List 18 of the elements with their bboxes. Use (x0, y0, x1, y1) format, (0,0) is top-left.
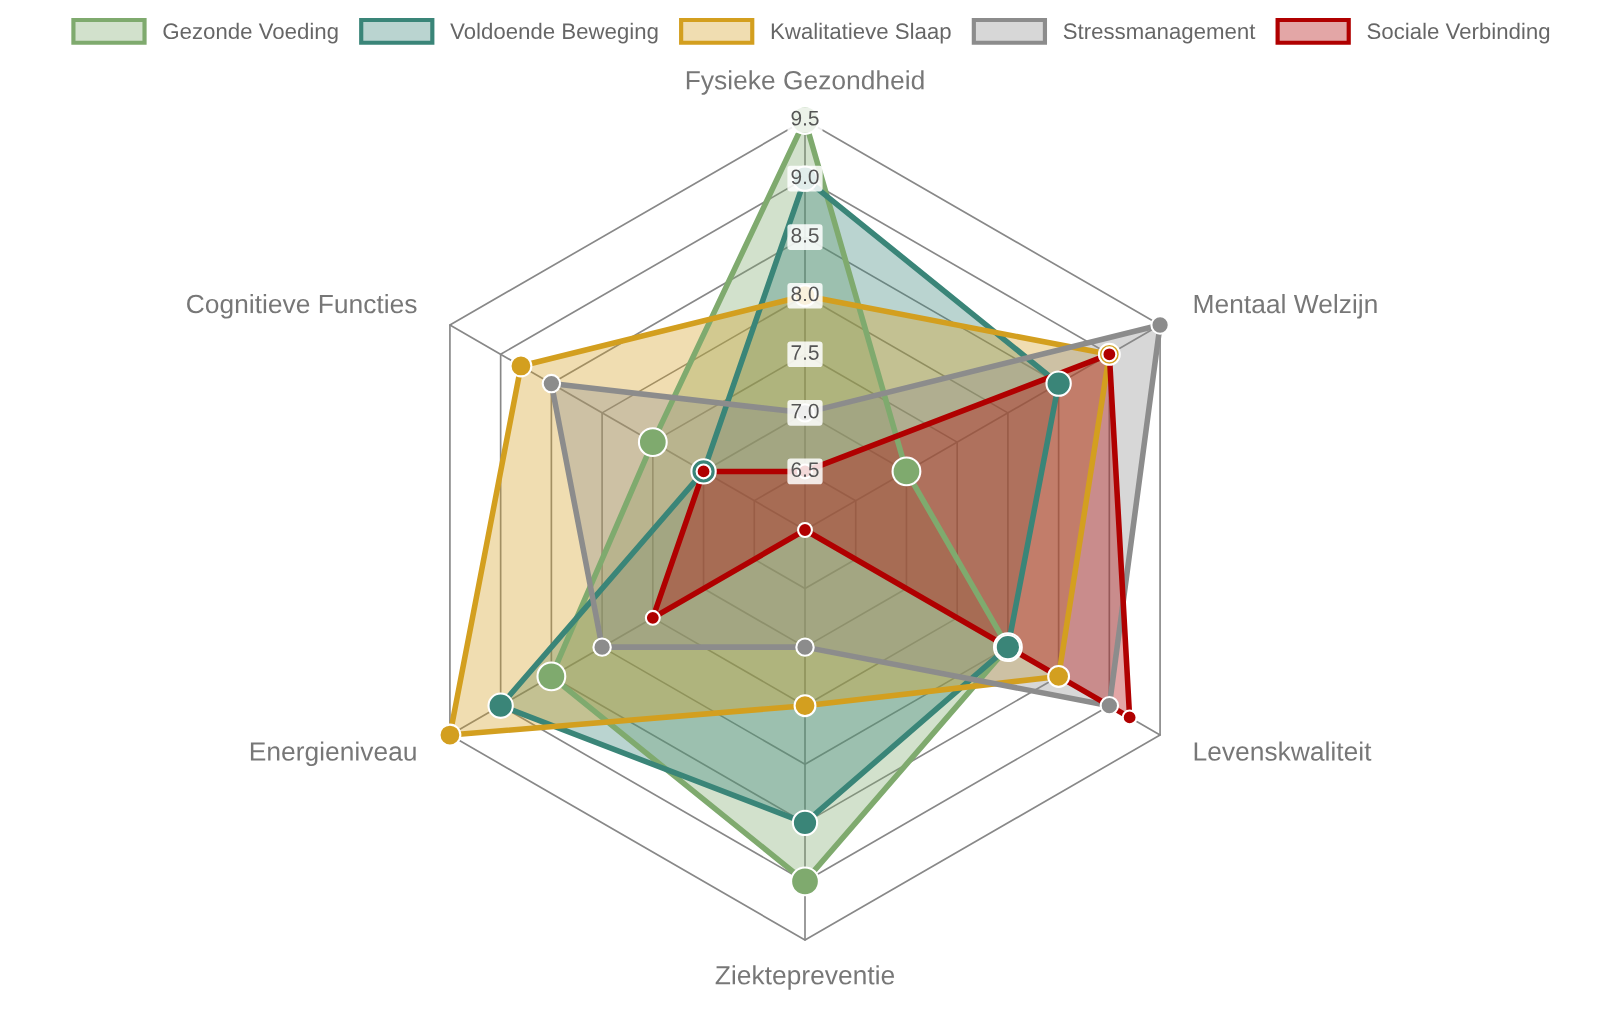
y-tick-label: 6.5 (791, 462, 819, 478)
legend-label: Stressmanagement (1063, 23, 1256, 44)
y-tick-label: 7.0 (791, 403, 819, 419)
spoke-label: Fysieke Gezondheid (686, 70, 924, 95)
y-tick-label: 9.0 (791, 169, 819, 185)
y-tick-label: 7.5 (791, 345, 819, 360)
legend-label: Sociale Verbinding (1367, 22, 1550, 44)
spoke-label: Cognitieve Functies (187, 293, 417, 319)
y-tick-label: 9.5 (791, 110, 819, 126)
spoke-label: Mentaal Welzijn (1194, 293, 1377, 319)
legend-label: Voldoende Beweging (450, 22, 658, 44)
y-tick-label: 8.0 (791, 286, 819, 302)
spoke-label: Energieniveau (250, 741, 416, 767)
legend-label: Kwalitatieve Slaap (771, 22, 951, 44)
spoke-label: Levenskwaliteit (1194, 741, 1372, 761)
y-tick-label: 8.5 (791, 227, 819, 243)
spoke-label: Ziektepreventie (715, 965, 895, 990)
legend-label: Gezonde Voeding (163, 22, 338, 44)
